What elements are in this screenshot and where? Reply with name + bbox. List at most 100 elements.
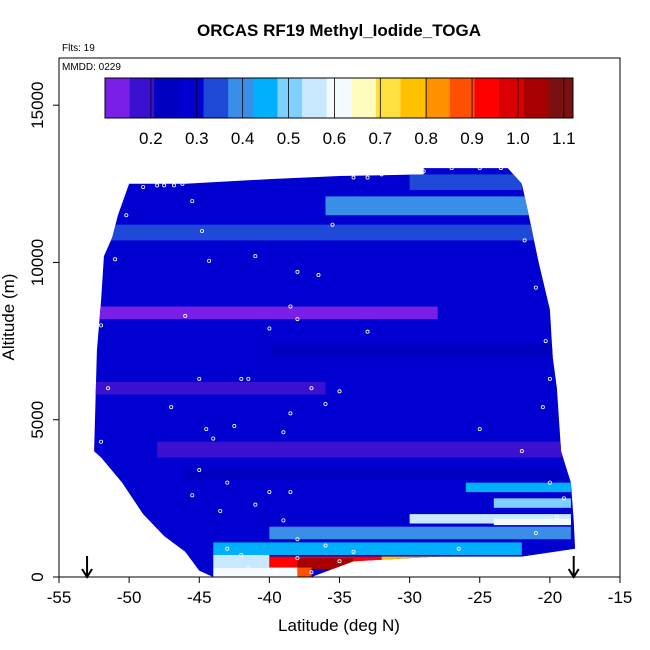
- y-axis: 0 5000 10000 15000: [28, 82, 59, 582]
- sample-point: [288, 304, 293, 309]
- sample-point: [288, 490, 293, 495]
- sample-point: [330, 222, 335, 227]
- sample-point: [337, 389, 342, 394]
- colorbar-swatch: [252, 78, 278, 118]
- sample-point: [323, 543, 328, 548]
- sample-point: [449, 166, 454, 171]
- sample-point: [106, 386, 111, 391]
- heatmap-band: [213, 542, 522, 555]
- colorbar-swatch: [154, 78, 180, 118]
- colorbar-tick-label: 0.6: [323, 129, 347, 148]
- colorbar-tick-label: 0.3: [185, 129, 209, 148]
- sample-point: [232, 424, 237, 429]
- colorbar-swatch: [228, 78, 254, 118]
- y-tick-label: 15000: [28, 82, 47, 129]
- sample-point: [337, 559, 342, 564]
- sample-point: [99, 439, 104, 444]
- sample-point: [547, 480, 552, 485]
- y-tick-label: 0: [28, 572, 47, 581]
- sample-point: [421, 169, 426, 174]
- sample-point: [267, 490, 272, 495]
- x-axis: -55 -50 -45 -40 -35 -30 -25 -20 -15: [47, 577, 633, 607]
- heatmap-band: [101, 224, 550, 241]
- sample-point: [169, 405, 174, 410]
- sample-point: [365, 329, 370, 334]
- sample-point: [351, 175, 356, 180]
- sample-point: [295, 269, 300, 274]
- sample-point: [309, 570, 314, 575]
- sample-point: [239, 552, 244, 557]
- sample-point: [99, 323, 104, 328]
- sample-point: [533, 530, 538, 535]
- sample-point: [218, 508, 223, 513]
- sample-point: [172, 183, 177, 188]
- sample-point: [200, 228, 205, 233]
- colorbar-swatch: [523, 78, 549, 118]
- sample-point: [207, 258, 212, 263]
- heatmap-band: [213, 554, 270, 568]
- sample-point: [183, 313, 188, 318]
- down-arrow-icon: [81, 556, 93, 579]
- sample-point: [295, 556, 300, 561]
- colorbar-swatch: [548, 78, 574, 118]
- y-tick-label: 10000: [28, 239, 47, 286]
- heatmap-band: [465, 556, 522, 562]
- sample-point: [323, 401, 328, 406]
- heatmap-band: [325, 196, 550, 216]
- heatmap-band: [409, 514, 571, 524]
- sample-point: [288, 411, 293, 416]
- sample-point: [274, 570, 279, 575]
- flight-arrows: [81, 556, 580, 579]
- sample-point: [547, 376, 552, 381]
- colorbar-swatch: [302, 78, 328, 118]
- y-tick-label: 5000: [28, 401, 47, 439]
- heatmap-band: [157, 441, 564, 458]
- sample-point: [113, 257, 118, 262]
- sample-point: [225, 480, 230, 485]
- sample-point: [253, 502, 258, 507]
- sample-point: [155, 183, 160, 188]
- sample-point: [246, 565, 251, 570]
- colorbar-tick-label: 0.7: [368, 129, 392, 148]
- heatmap-band: [409, 174, 522, 191]
- sample-point: [456, 546, 461, 551]
- sample-point: [477, 166, 482, 171]
- sample-point: [561, 496, 566, 501]
- x-tick-label: -40: [257, 588, 282, 607]
- sample-point: [365, 175, 370, 180]
- sample-point: [190, 199, 195, 204]
- sample-point: [180, 181, 185, 186]
- heatmap-layer: [94, 168, 576, 577]
- sample-point: [197, 376, 202, 381]
- colorbar-swatch: [105, 78, 131, 118]
- sample-point: [543, 339, 548, 344]
- colorbar-tick-label: 0.9: [460, 129, 484, 148]
- heatmap-band: [269, 526, 571, 540]
- flights-label: Flts: 19: [62, 43, 95, 54]
- sample-point: [225, 546, 230, 551]
- colorbar-tick-label: 0.8: [414, 129, 438, 148]
- colorbar-tick-label: 1.1: [552, 129, 576, 148]
- sample-point: [554, 515, 559, 520]
- colorbar: 0.2 0.3 0.4 0.5 0.6 0.7 0.8 0.9 1.0 1.1: [104, 77, 576, 148]
- sample-point: [239, 376, 244, 381]
- colorbar-swatch: [425, 78, 451, 118]
- x-tick-label: -35: [327, 588, 352, 607]
- sample-point: [253, 254, 258, 259]
- heatmap-band: [493, 498, 571, 508]
- heatmap-band: [94, 381, 326, 395]
- sample-point: [519, 449, 524, 454]
- colorbar-swatch: [375, 78, 402, 118]
- sample-point: [295, 537, 300, 542]
- x-tick-label: -15: [608, 588, 633, 607]
- chart-title: ORCAS RF19 Methyl_Iodide_TOGA: [197, 21, 481, 40]
- heatmap-band: [465, 482, 571, 493]
- x-tick-label: -30: [397, 588, 422, 607]
- heatmap-band: [185, 470, 564, 480]
- sample-point: [309, 386, 314, 391]
- heatmap-band: [493, 518, 571, 526]
- sample-point: [204, 427, 209, 432]
- sample-point: [316, 273, 321, 278]
- sample-point: [124, 213, 129, 218]
